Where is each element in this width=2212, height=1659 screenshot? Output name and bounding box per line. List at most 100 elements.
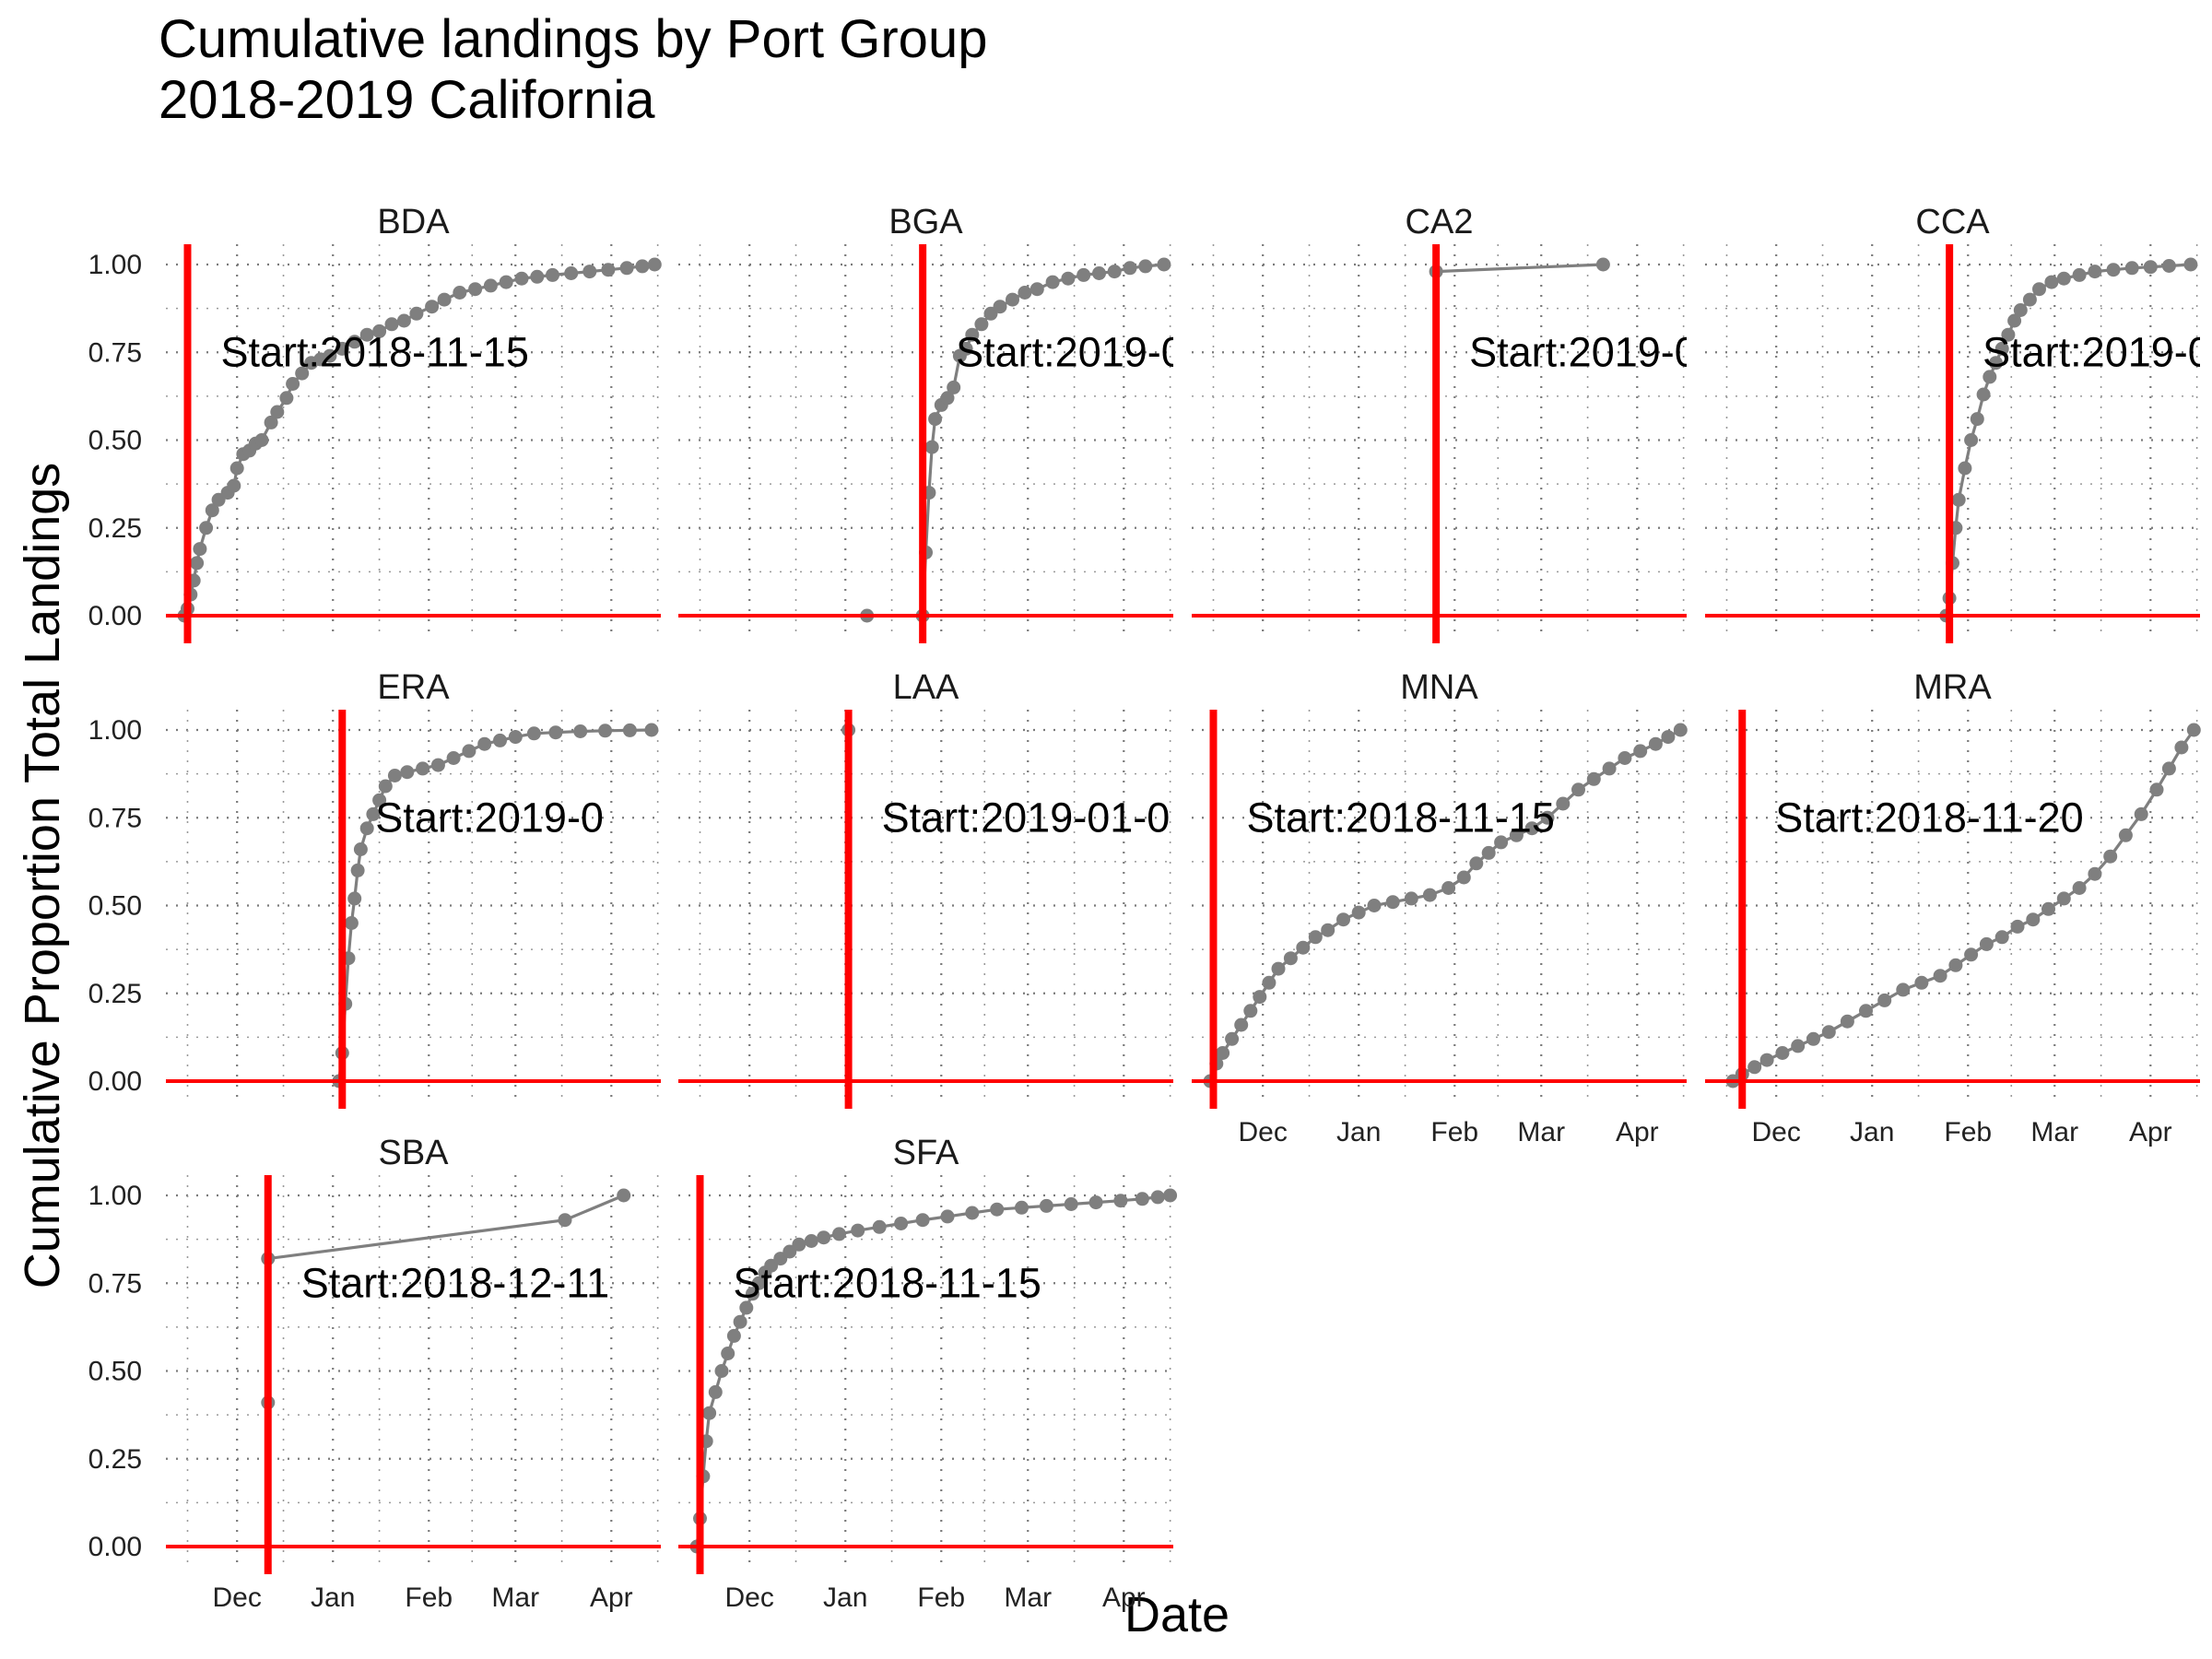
y-tick-label: 0.25	[88, 979, 142, 1009]
data-point	[1262, 975, 1277, 990]
facet-laa: LAA Start:2019-01-0	[678, 668, 1173, 1109]
data-point	[462, 744, 477, 759]
data-point	[993, 300, 1007, 314]
data-point	[227, 478, 241, 493]
data-point	[1107, 265, 1122, 279]
x-tick-label: Apr	[1102, 1583, 1146, 1613]
data-point	[1970, 412, 1984, 427]
data-point	[1791, 1039, 1806, 1053]
data-point	[2072, 881, 2087, 895]
data-point	[2183, 257, 2198, 272]
data-point	[1296, 940, 1311, 955]
data-point	[1225, 1031, 1240, 1046]
data-point	[1092, 266, 1106, 280]
gridlines	[678, 1175, 1173, 1567]
x-tick-label: Dec	[1752, 1117, 1801, 1147]
y-tick-label: 0.25	[88, 513, 142, 544]
data-point	[733, 1314, 747, 1329]
x-tick-label: Feb	[917, 1583, 965, 1613]
data-point	[1994, 341, 2009, 356]
data-point	[430, 758, 445, 772]
data-point	[721, 1347, 735, 1360]
data-point	[2072, 267, 2087, 282]
data-point	[359, 821, 374, 836]
data-point	[2056, 271, 2071, 286]
data-point	[199, 521, 214, 535]
data-point	[974, 317, 989, 332]
y-tick-label: 0.25	[88, 1444, 142, 1475]
data-point	[493, 733, 507, 747]
data-point	[416, 761, 430, 776]
start-annotation: Start:2019-0	[375, 794, 604, 841]
data-point	[2118, 828, 2133, 842]
data-point	[347, 335, 362, 349]
data-point	[1933, 969, 1947, 983]
series-line	[1945, 263, 2192, 617]
start-annotation: Start:2018-11-20	[1775, 794, 2083, 841]
data-point	[1509, 828, 1524, 842]
data-point	[708, 1384, 723, 1399]
data-point	[1964, 947, 1979, 962]
data-point	[514, 271, 529, 286]
facet-label: BGA	[888, 203, 963, 241]
data-point	[1441, 881, 1456, 895]
data-point	[622, 723, 637, 737]
data-point	[1747, 1060, 1762, 1075]
facet-sba: SBA 0.00 0.25 0.50 0.75 1.00 Dec Jan Feb Mar Apr St…	[88, 1134, 661, 1613]
data-point	[1422, 888, 1437, 902]
facet-label: SFA	[893, 1134, 959, 1172]
data-point	[1135, 1192, 1149, 1206]
data-point	[1018, 286, 1032, 300]
data-point	[1150, 1190, 1165, 1205]
data-point	[1088, 1195, 1103, 1210]
x-tick-label: Mar	[2030, 1117, 2078, 1147]
data-point	[940, 391, 955, 406]
data-point	[1045, 275, 1060, 289]
data-point	[564, 266, 579, 280]
data-point	[739, 1300, 754, 1315]
x-tick-label: Jan	[1336, 1117, 1381, 1147]
data-point	[746, 1287, 759, 1301]
data-point	[1404, 891, 1418, 906]
data-point	[714, 1364, 729, 1378]
data-point	[1006, 292, 1019, 307]
data-point	[1216, 1046, 1230, 1060]
data-point	[1896, 982, 1911, 997]
x-tick-label: Feb	[1944, 1117, 1992, 1147]
data-point	[205, 503, 219, 518]
data-point	[335, 341, 349, 356]
facet-ca2: CA2 Start:2019-0	[1192, 203, 1698, 643]
data-point	[1494, 835, 1509, 850]
data-point	[1138, 259, 1153, 274]
data-point	[1994, 930, 2009, 945]
data-point	[1253, 990, 1267, 1005]
data-point	[468, 282, 483, 297]
data-point	[1914, 975, 1929, 990]
data-point	[2186, 723, 2201, 737]
start-annotation: Start:2018-11-15	[1246, 794, 1554, 841]
data-point	[344, 916, 359, 930]
y-tick-label: 0.50	[88, 426, 142, 456]
data-point	[1775, 1046, 1790, 1060]
data-point	[2032, 282, 2046, 297]
data-point	[1469, 856, 1484, 871]
gridlines	[1705, 244, 2200, 636]
start-annotation: Start:2019-0	[1469, 328, 1698, 375]
data-point	[1633, 744, 1648, 759]
data-point	[619, 261, 634, 276]
data-point	[1015, 1200, 1029, 1215]
data-point	[1571, 782, 1585, 797]
data-point	[2149, 782, 2164, 797]
data-point	[1976, 387, 1991, 402]
x-tick-label: Mar	[1004, 1583, 1052, 1613]
data-point	[437, 292, 452, 307]
gridlines	[1192, 244, 1687, 636]
data-point	[1964, 433, 1979, 447]
data-point	[1077, 267, 1091, 282]
start-annotation: Start:2018-11-15	[220, 328, 528, 375]
series-line	[1732, 729, 2195, 1083]
gridlines	[1192, 710, 1687, 1101]
y-tick-label: 0.00	[88, 601, 142, 631]
data-point	[1983, 370, 1997, 384]
data-point	[1039, 1198, 1053, 1213]
